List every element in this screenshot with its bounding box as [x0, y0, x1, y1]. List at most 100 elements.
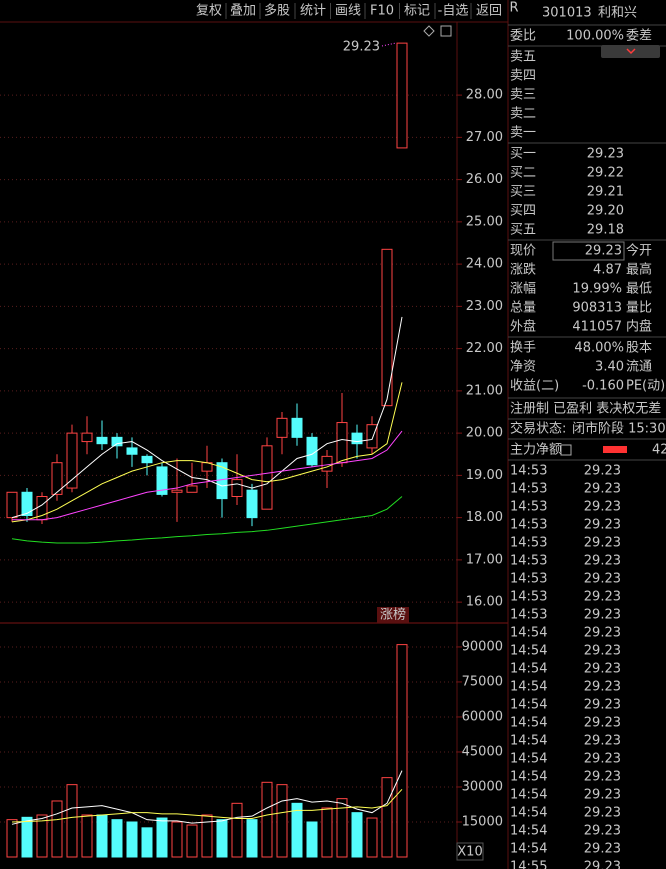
stock-code: 301013: [542, 6, 592, 21]
candle-body: [51, 462, 63, 495]
toolbar-button[interactable]: -自选: [438, 4, 469, 19]
field-label: 涨跌: [510, 262, 536, 278]
tick-time: 14:54: [510, 644, 547, 659]
tick-time: 14:54: [510, 680, 547, 695]
y-tick-label: 26.00: [466, 172, 503, 187]
volume-bar: [6, 819, 18, 858]
toolbar-button[interactable]: 画线: [335, 4, 361, 19]
ask-label: 卖一: [510, 126, 536, 141]
tick-price: 29.23: [584, 824, 621, 839]
tick-price: 29.23: [584, 860, 621, 869]
toolbar-button[interactable]: 返回: [476, 4, 502, 19]
tick-price: 29.23: [584, 842, 621, 857]
tick-price: 29.23: [584, 806, 621, 821]
tick-time: 14:54: [510, 698, 547, 713]
candle-body: [246, 489, 258, 519]
candle-body: [126, 447, 138, 455]
bid-price: 29.23: [587, 147, 624, 162]
toolbar-button[interactable]: F10: [370, 4, 394, 19]
field-label: 总量: [510, 301, 536, 316]
candle-body: [306, 436, 318, 466]
toolbar-button[interactable]: 复权: [196, 3, 222, 19]
field-value: 908313: [572, 301, 622, 316]
ask-label: 卖二: [510, 107, 536, 122]
field-label: 量比: [626, 301, 652, 316]
moving-average-line: [11, 382, 403, 523]
tick-time: 14:54: [510, 752, 547, 767]
tick-time: 14:53: [510, 482, 547, 497]
tick-price: 29.23: [584, 464, 621, 479]
bid-label: 买二: [510, 166, 536, 181]
tick-time: 14:53: [510, 500, 547, 515]
field-label: 委差: [626, 29, 652, 44]
rank-label[interactable]: 涨榜: [380, 607, 406, 623]
y-tick-label: 17.00: [466, 552, 503, 567]
y-tick-label: 23.00: [466, 299, 503, 314]
box-icon[interactable]: [440, 25, 452, 37]
tick-price: 29.23: [584, 716, 621, 731]
field-label: 内盘: [626, 319, 652, 335]
tick-time: 14:53: [510, 518, 547, 533]
tick-price: 29.23: [584, 788, 621, 803]
tick-price: 29.23: [584, 536, 621, 551]
bid-price: 29.18: [587, 223, 624, 238]
field-value: 100.00%: [566, 29, 624, 44]
diamond-icon[interactable]: [423, 25, 435, 37]
tick-price: 29.23: [584, 680, 621, 695]
field-value: 3.40: [595, 360, 624, 375]
ask-label: 卖四: [510, 69, 536, 84]
tick-time: 14:53: [510, 572, 547, 587]
candle-body: [141, 455, 153, 464]
candle-body: [186, 485, 198, 493]
field-label: 换手: [510, 341, 536, 356]
bid-label: 买四: [510, 204, 536, 219]
candle-body: [261, 445, 273, 510]
candle-body: [66, 432, 78, 489]
tick-price: 29.23: [584, 608, 621, 623]
volume-bar: [51, 800, 63, 858]
tick-time: 14:55: [510, 860, 547, 869]
tick-price: 29.23: [584, 500, 621, 515]
chart-area: 16.00 17.00 18.00 19.00 20.00 21.00 22.00 23.00…: [0, 40, 503, 861]
volume-bar: [21, 816, 33, 858]
volume-bar: [291, 802, 303, 858]
moving-average-line: [11, 316, 403, 519]
y-tick-label: 25.00: [466, 214, 503, 229]
candle-body: [351, 432, 363, 445]
candle-body: [171, 489, 183, 493]
y-tick-label: 15000: [462, 814, 503, 829]
tick-time: 14:54: [510, 824, 547, 839]
toolbar-button[interactable]: 统计: [300, 4, 326, 19]
y-tick-label: 30000: [462, 779, 503, 794]
volume-bar: [126, 821, 138, 858]
volume-bar: [81, 814, 93, 858]
volume-bar: [276, 784, 288, 858]
field-label: 今开: [626, 243, 652, 259]
tick-time: 14:54: [510, 842, 547, 857]
tick-time: 14:53: [510, 536, 547, 551]
tick-time: 14:53: [510, 608, 547, 623]
volume-bar: [96, 814, 108, 858]
toolbar-button[interactable]: 叠加: [230, 4, 256, 19]
tick-price: 29.23: [584, 698, 621, 713]
field-label: 收益(二): [510, 379, 559, 394]
tick-price: 29.23: [584, 734, 621, 749]
candle-body: [276, 417, 288, 438]
y-tick-label: 90000: [462, 639, 503, 654]
volume-bar: [366, 817, 378, 858]
field-label: 净资: [510, 360, 536, 375]
badge: R: [509, 1, 518, 16]
field-label: 现价: [510, 244, 536, 259]
moving-average-line: [11, 770, 403, 825]
quote-panel-frame: [508, 24, 666, 461]
toolbar-button[interactable]: 标记: [404, 4, 430, 19]
tick-time: 14:54: [510, 716, 547, 731]
field-label: PE(动): [626, 379, 665, 394]
volume-bar: [306, 821, 318, 858]
tick-price: 29.23: [584, 752, 621, 767]
tick-time: 14:54: [510, 788, 547, 803]
rank-badge: [377, 607, 409, 623]
toolbar-button[interactable]: 多股: [264, 3, 290, 19]
